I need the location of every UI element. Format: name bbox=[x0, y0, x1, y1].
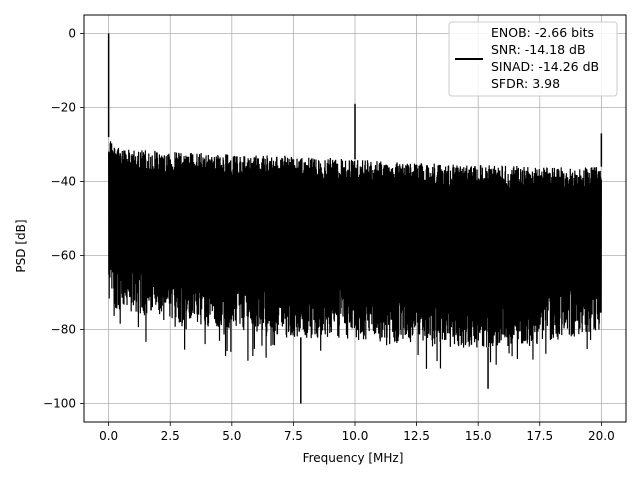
legend-line-sfdr: SFDR: 3.98 bbox=[491, 76, 560, 91]
x-axis-label: Frequency [MHz] bbox=[303, 451, 404, 465]
y-tick-label: −40 bbox=[51, 175, 76, 189]
x-tick-label: 5.0 bbox=[222, 429, 241, 443]
y-tick-label: −80 bbox=[51, 323, 76, 337]
x-tick-label: 15.0 bbox=[465, 429, 492, 443]
x-axis-ticks: 0.0 2.5 5.0 7.5 10.0 12.5 15.0 17.5 20.0 bbox=[99, 422, 615, 443]
x-tick-label: 7.5 bbox=[284, 429, 303, 443]
y-tick-label: 0 bbox=[68, 27, 76, 41]
x-tick-label: 20.0 bbox=[588, 429, 615, 443]
x-tick-label: 17.5 bbox=[526, 429, 553, 443]
y-tick-label: −60 bbox=[51, 249, 76, 263]
x-tick-label: 10.0 bbox=[342, 429, 369, 443]
y-tick-label: −20 bbox=[51, 101, 76, 115]
legend-box bbox=[448, 21, 618, 97]
x-tick-label: 12.5 bbox=[403, 429, 430, 443]
legend-line-snr: SNR: -14.18 dB bbox=[491, 42, 586, 57]
x-tick-label: 0.0 bbox=[99, 429, 118, 443]
psd-series bbox=[107, 33, 603, 404]
legend-line-enob: ENOB: -2.66 bits bbox=[491, 25, 594, 40]
y-axis-label: PSD [dB] bbox=[14, 219, 28, 272]
x-tick-label: 2.5 bbox=[161, 429, 180, 443]
legend: ENOB: -2.66 bits SNR: -14.18 dB SINAD: -… bbox=[448, 21, 618, 97]
psd-noise-trace bbox=[108, 141, 602, 369]
y-axis-ticks: 0 −20 −40 −60 −80 −100 bbox=[43, 27, 84, 411]
legend-line-sinad: SINAD: -14.26 dB bbox=[491, 59, 599, 74]
y-tick-label: −100 bbox=[43, 397, 76, 411]
